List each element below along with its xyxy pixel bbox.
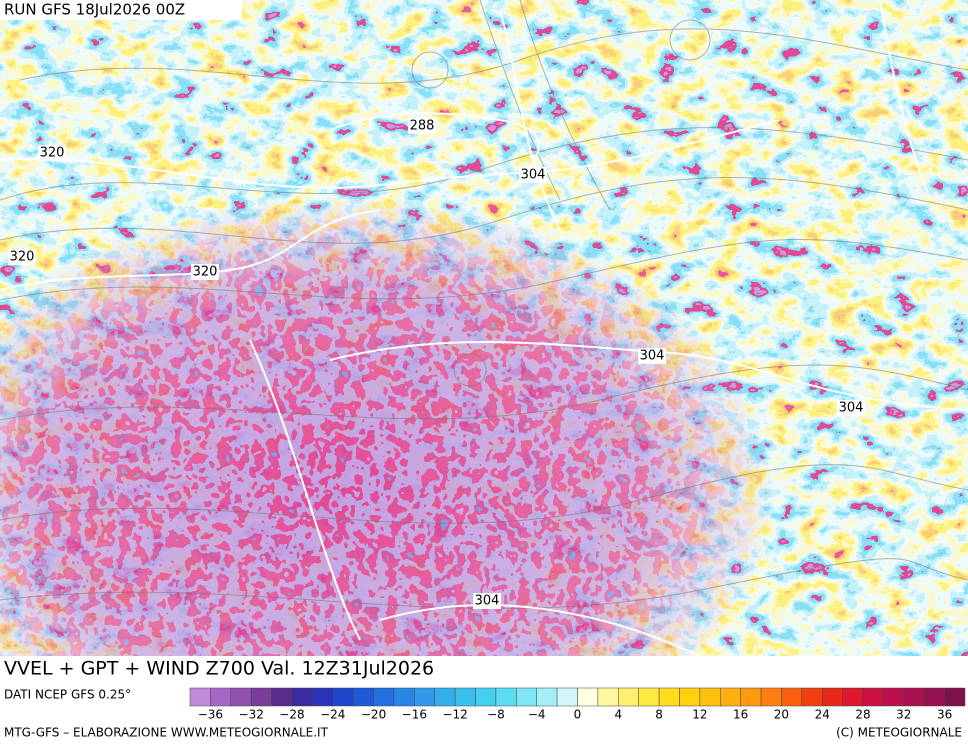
colorbar-swatch bbox=[332, 687, 354, 707]
colorbar-tick-label: −4 bbox=[528, 708, 546, 722]
colorbar-tick-label: −8 bbox=[487, 708, 505, 722]
map bbox=[0, 0, 968, 670]
map-title: VVEL + GPT + WIND Z700 Val. 12Z31Jul2026 bbox=[4, 658, 434, 680]
contour-label: 320 bbox=[40, 146, 65, 161]
colorbar-swatch bbox=[454, 687, 476, 707]
colorbar-tick-label: 32 bbox=[896, 708, 911, 722]
contour-label-box bbox=[837, 400, 865, 416]
run-label: RUN GFS 18Jul2026 00Z bbox=[4, 1, 185, 19]
contour-label-box bbox=[8, 249, 36, 265]
contour-label-box bbox=[408, 118, 436, 134]
colorbar-swatch bbox=[250, 687, 272, 707]
colorbar-swatch bbox=[414, 687, 435, 707]
colorbar-swatch bbox=[577, 687, 599, 707]
colorbar-swatch bbox=[556, 687, 578, 707]
source-label: DATI NCEP GFS 0.25° bbox=[4, 688, 131, 702]
contour-label: 304 bbox=[475, 594, 500, 609]
footer-left: MTG-GFS – ELABORAZIONE WWW.METEOGIORNALE… bbox=[4, 726, 329, 740]
colorbar: −36 −32 −28 −24 −20 −16 −12 −8 −4 0 4 8 12 16 20 24 28 32… bbox=[189, 687, 966, 722]
colorbar-swatch bbox=[781, 687, 803, 707]
colorbar-tick-label: −24 bbox=[320, 708, 345, 722]
contour-label: 320 bbox=[193, 265, 218, 280]
colorbar-tick-label: −16 bbox=[402, 708, 427, 722]
colorbar-swatch bbox=[699, 687, 721, 707]
colorbar-swatch bbox=[373, 687, 395, 707]
run-box bbox=[0, 0, 242, 20]
colorbar-tick-label: 4 bbox=[614, 708, 622, 722]
colorbar-swatch bbox=[495, 687, 517, 707]
colorbar-swatch bbox=[862, 687, 884, 707]
colorbar-swatch bbox=[638, 687, 660, 707]
colorbar-tick-label: −28 bbox=[279, 708, 304, 722]
colorbar-swatch bbox=[923, 687, 945, 707]
colorbar-swatch bbox=[903, 687, 925, 707]
colorbar-swatch bbox=[618, 687, 639, 707]
colorbar-tick-label: −12 bbox=[442, 708, 467, 722]
colorbar-tick-label: 24 bbox=[815, 708, 830, 722]
colorbar-swatch bbox=[760, 687, 782, 707]
contour-label: 320 bbox=[10, 250, 35, 265]
contour-label-box bbox=[519, 167, 547, 183]
colorbar-swatch bbox=[393, 687, 415, 707]
contour-label: 304 bbox=[640, 349, 665, 364]
colorbar-swatch bbox=[842, 687, 864, 707]
colorbar-tick-label: −36 bbox=[198, 708, 223, 722]
colorbar-swatch bbox=[679, 687, 701, 707]
colorbar-swatch bbox=[740, 687, 762, 707]
colorbar-swatch bbox=[210, 687, 232, 707]
colorbar-swatch bbox=[536, 687, 558, 707]
contour-labels: 288304320320320304304304304304 bbox=[8, 118, 865, 681]
colorbar-swatch bbox=[801, 687, 823, 707]
colorbar-swatch bbox=[944, 687, 966, 707]
colorbar-tick-label: −20 bbox=[361, 708, 386, 722]
wind-streamlines bbox=[0, 0, 968, 610]
colorbar-swatch bbox=[434, 687, 456, 707]
colorbar-tick-label: 20 bbox=[774, 708, 789, 722]
colorbar-swatch bbox=[475, 687, 497, 707]
colorbar-swatch bbox=[352, 687, 374, 707]
colorbar-swatch bbox=[883, 687, 905, 707]
colorbar-tick-label: 8 bbox=[655, 708, 663, 722]
colorbar-tick-label: 12 bbox=[692, 708, 707, 722]
contour-label-box bbox=[38, 145, 66, 161]
contour-label: 304 bbox=[839, 401, 864, 416]
colorbar-swatch bbox=[720, 687, 741, 707]
contour-label-box bbox=[638, 348, 666, 364]
colorbar-swatch bbox=[189, 687, 211, 707]
colorbar-swatch bbox=[230, 687, 252, 707]
colorbar-swatch bbox=[516, 687, 537, 707]
colorbar-tick-label: 28 bbox=[855, 708, 870, 722]
colorbar-swatch bbox=[312, 687, 334, 707]
map-field-hot bbox=[0, 0, 968, 656]
colorbar-swatch bbox=[821, 687, 843, 707]
colorbar-swatch bbox=[291, 687, 313, 707]
footer-right: (C) METEOGIORNALE bbox=[836, 726, 962, 740]
colorbar-swatch bbox=[271, 687, 293, 707]
colorbar-swatch bbox=[597, 687, 619, 707]
contour-label: 288 bbox=[410, 119, 435, 134]
contour-label-box bbox=[473, 593, 501, 609]
geopotential-contours bbox=[0, 0, 968, 670]
colorbar-tick-label: 36 bbox=[937, 708, 952, 722]
contour-label-box bbox=[191, 264, 219, 280]
contour-label: 304 bbox=[521, 168, 546, 183]
colorbar-swatch bbox=[658, 687, 680, 707]
colorbar-tick-label: −32 bbox=[239, 708, 264, 722]
colorbar-tick-label: 16 bbox=[733, 708, 748, 722]
colorbar-tick-label: 0 bbox=[574, 708, 582, 722]
